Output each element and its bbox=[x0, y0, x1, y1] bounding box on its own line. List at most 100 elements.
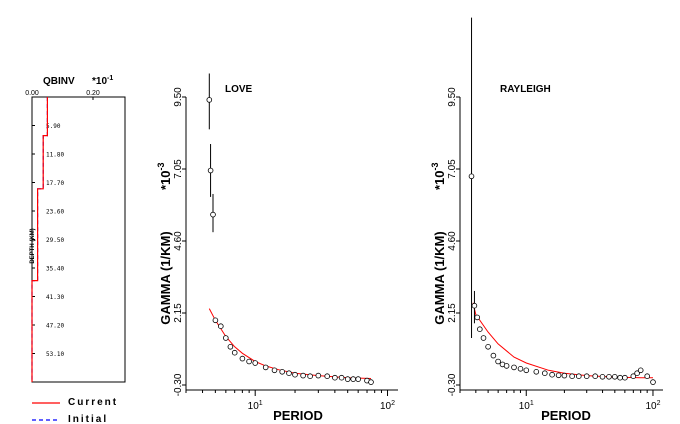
love-point-0 bbox=[206, 97, 213, 103]
rayleigh-point-13 bbox=[533, 368, 540, 375]
love-point-13 bbox=[279, 368, 286, 375]
love-panel: LOVE PERIOD GAMMA (1/KM) *10-3 -0.30 2.15… bbox=[156, 73, 398, 423]
love-point-4 bbox=[218, 323, 224, 330]
love-point-19 bbox=[324, 373, 331, 380]
love-y-axis-label: GAMMA (1/KM) bbox=[158, 231, 173, 324]
love-point-11 bbox=[262, 364, 269, 371]
love-x-tick-label-1: 102 bbox=[380, 400, 395, 412]
love-title: LOVE bbox=[225, 84, 253, 95]
rayleigh-point-15 bbox=[549, 371, 555, 378]
qbinv-x-tick-label-1: 0.20 bbox=[86, 90, 100, 97]
love-y-tick-label-2: 4.60 bbox=[173, 231, 184, 251]
rayleigh-x-tick-label-0: 101 bbox=[519, 400, 534, 412]
love-point-22 bbox=[344, 376, 351, 382]
love-point-24 bbox=[355, 376, 362, 382]
love-point-23 bbox=[350, 376, 357, 382]
rayleigh-point-16 bbox=[555, 372, 562, 379]
love-point-15 bbox=[292, 371, 298, 378]
rayleigh-y-axis-label: GAMMA (1/KM) bbox=[432, 231, 447, 324]
love-point-17 bbox=[307, 373, 313, 380]
rayleigh-point-26 bbox=[622, 374, 628, 381]
rayleigh-point-1 bbox=[471, 302, 478, 309]
love-y-tick-label-3: 7.05 bbox=[173, 159, 184, 179]
rayleigh-point-9 bbox=[503, 363, 510, 369]
rayleigh-point-7 bbox=[495, 358, 501, 365]
rayleigh-point-10 bbox=[511, 364, 517, 371]
qbinv-title: QBINV bbox=[43, 76, 75, 87]
love-point-2 bbox=[210, 211, 216, 218]
rayleigh-point-25 bbox=[617, 374, 623, 381]
rayleigh-point-4 bbox=[480, 335, 487, 341]
rayleigh-point-29 bbox=[637, 367, 644, 374]
love-x-axis-label: PERIOD bbox=[273, 408, 323, 423]
love-point-5 bbox=[223, 335, 229, 341]
rayleigh-point-17 bbox=[561, 372, 568, 379]
rayleigh-point-22 bbox=[599, 373, 606, 380]
qbinv-current-line bbox=[31, 97, 48, 382]
legend-initial-label: Initial bbox=[68, 414, 108, 424]
legend-current-label: Current bbox=[68, 397, 118, 408]
love-predicted-curve bbox=[208, 308, 372, 379]
qbinv-y-tick-label-6: 41.30 bbox=[46, 294, 64, 301]
qbinv-multiplier: *10-1 bbox=[92, 75, 113, 87]
love-y-multiplier: *10-3 bbox=[156, 162, 173, 190]
rayleigh-x-ticks: 101 102 bbox=[459, 390, 661, 412]
rayleigh-point-18 bbox=[569, 373, 575, 380]
love-point-18 bbox=[315, 372, 322, 379]
love-observed-points bbox=[206, 97, 374, 385]
rayleigh-point-12 bbox=[523, 367, 530, 374]
rayleigh-point-19 bbox=[575, 373, 582, 380]
love-point-6 bbox=[227, 343, 234, 350]
rayleigh-predicted-curve bbox=[472, 302, 653, 379]
rayleigh-panel: RAYLEIGH PERIOD GAMMA (1/KM) *10-3 -0.30… bbox=[430, 17, 663, 423]
love-y-ticks: -0.30 2.15 4.60 7.05 9.50 bbox=[173, 87, 186, 396]
love-point-10 bbox=[252, 360, 259, 366]
love-point-9 bbox=[246, 358, 252, 365]
rayleigh-observed-points bbox=[468, 173, 656, 385]
love-point-14 bbox=[286, 370, 292, 377]
love-x-tick-label-0: 101 bbox=[248, 400, 263, 412]
rayleigh-y-tick-label-2: 4.60 bbox=[447, 231, 458, 251]
qbinv-y-tick-label-2: 17.70 bbox=[46, 180, 64, 187]
love-point-3 bbox=[212, 317, 219, 324]
rayleigh-point-3 bbox=[476, 326, 483, 333]
rayleigh-point-30 bbox=[644, 373, 650, 380]
rayleigh-point-27 bbox=[630, 373, 637, 380]
rayleigh-point-6 bbox=[490, 352, 497, 359]
rayleigh-point-0 bbox=[468, 173, 475, 180]
qbinv-y-tick-label-7: 47.20 bbox=[46, 323, 64, 330]
qbinv-y-axis-label: DEPTH (KM) bbox=[30, 228, 36, 263]
rayleigh-x-tick-label-1: 102 bbox=[645, 400, 660, 412]
rayleigh-y-multiplier: *10-3 bbox=[430, 162, 447, 190]
love-point-16 bbox=[300, 372, 306, 379]
rayleigh-point-23 bbox=[606, 373, 612, 380]
love-x-ticks: 101 102 bbox=[185, 390, 395, 412]
love-y-tick-label-0: -0.30 bbox=[173, 373, 184, 396]
rayleigh-y-tick-label-0: -0.30 bbox=[447, 373, 458, 396]
qbinv-y-tick-label-8: 53.10 bbox=[46, 351, 64, 358]
rayleigh-point-21 bbox=[592, 373, 598, 380]
love-point-12 bbox=[271, 367, 278, 374]
rayleigh-x-axis-label: PERIOD bbox=[541, 408, 591, 423]
love-point-26 bbox=[368, 379, 374, 385]
love-point-8 bbox=[239, 355, 246, 362]
rayleigh-point-31 bbox=[650, 379, 656, 385]
qbinv-y-tick-label-3: 23.60 bbox=[46, 209, 64, 216]
love-y-tick-label-1: 2.15 bbox=[173, 303, 184, 323]
love-point-1 bbox=[207, 167, 214, 174]
qbinv-y-tick-label-5: 35.40 bbox=[46, 266, 64, 273]
rayleigh-y-tick-label-4: 9.50 bbox=[447, 87, 458, 107]
rayleigh-point-11 bbox=[517, 365, 524, 372]
love-point-20 bbox=[332, 374, 338, 381]
rayleigh-point-20 bbox=[583, 373, 590, 380]
qbinv-x-tick-label-0: 0.00 bbox=[25, 90, 39, 97]
love-point-21 bbox=[338, 374, 345, 381]
qbinv-y-tick-label-4: 29.50 bbox=[46, 237, 64, 244]
rayleigh-point-24 bbox=[611, 373, 618, 380]
love-point-7 bbox=[231, 349, 238, 356]
rayleigh-point-5 bbox=[485, 343, 491, 350]
qbinv-y-tick-label-1: 11.80 bbox=[46, 152, 64, 159]
rayleigh-y-tick-label-1: 2.15 bbox=[447, 303, 458, 323]
qbinv-y-tick-label-0: 5.90 bbox=[46, 123, 61, 130]
